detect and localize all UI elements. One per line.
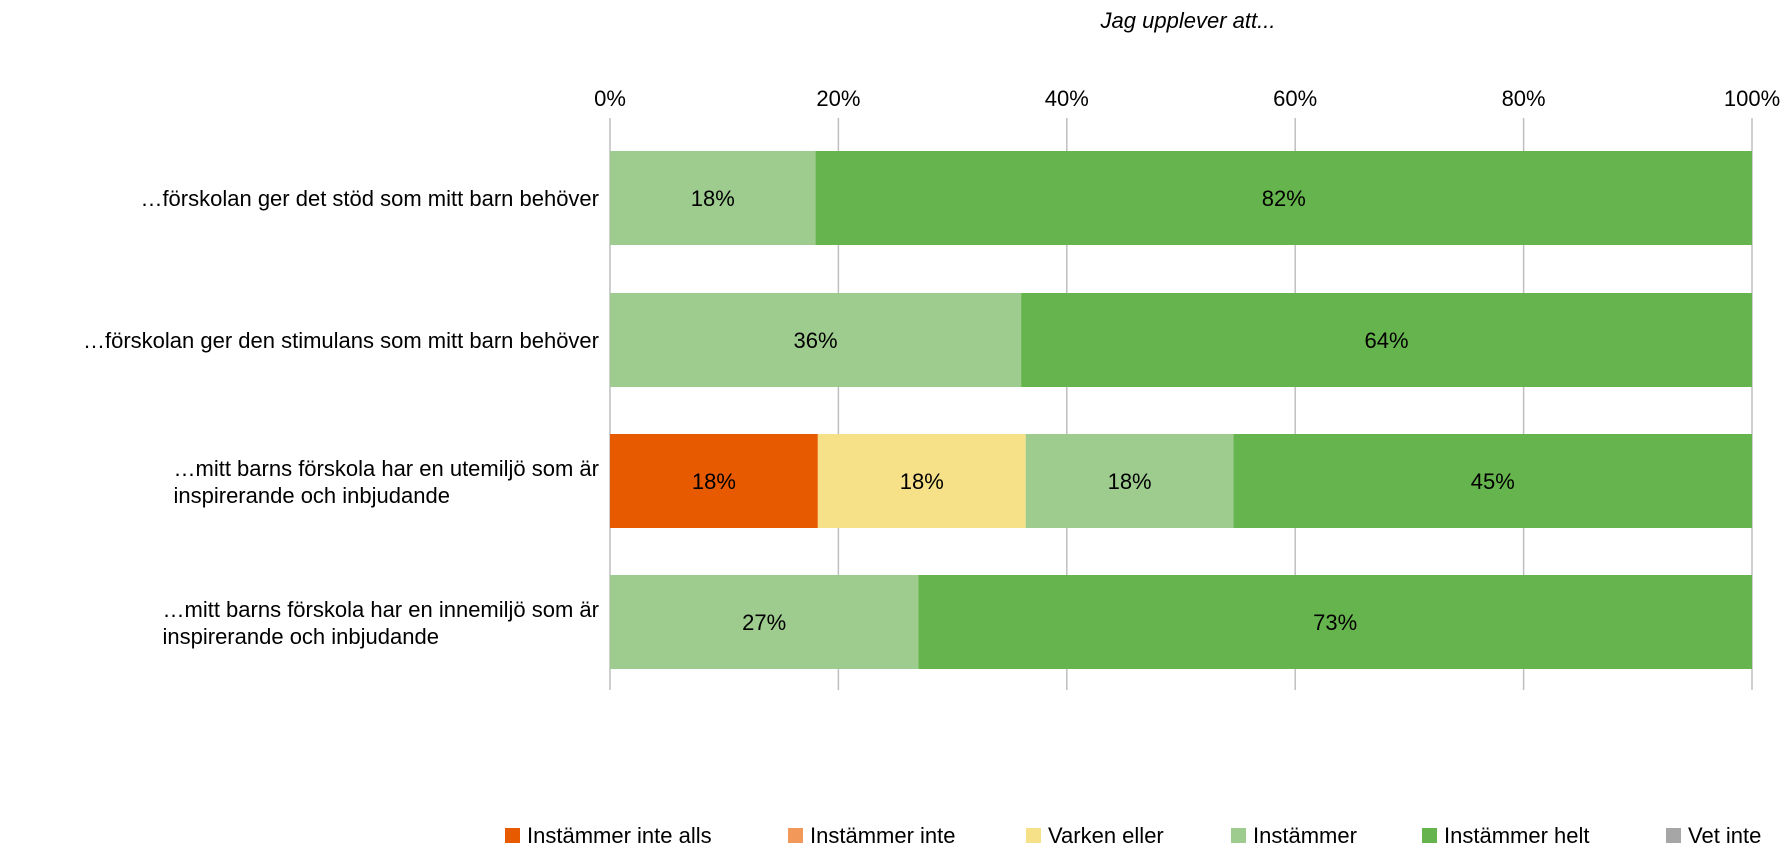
category-label: …mitt barns förskola har en utemiljö som… [174, 456, 600, 508]
legend-swatch [1026, 828, 1041, 843]
bar-segment [610, 575, 919, 669]
chart-title: Jag upplever att... [1100, 8, 1276, 33]
bar-segment [1233, 434, 1752, 528]
data-label: 73% [1313, 610, 1357, 635]
x-tick-labels: 0% 20% 40% 60% 80% 100% [594, 86, 1780, 111]
bars: 18% 82% 36% 64% 18% 18% 18% 45% 27% 73% [610, 151, 1752, 669]
x-tick-label: 40% [1045, 86, 1089, 111]
legend-label: Vet inte [1688, 823, 1761, 847]
x-tick-label: 80% [1502, 86, 1546, 111]
category-labels: …förskolan ger det stöd som mitt barn be… [83, 186, 599, 649]
legend-swatch [1422, 828, 1437, 843]
legend-swatch [1231, 828, 1246, 843]
data-label: 18% [1108, 469, 1152, 494]
bar-segment [610, 293, 1022, 387]
category-label-line: …mitt barns förskola har en innemiljö so… [163, 597, 600, 622]
category-label-line: inspirerande och inbjudande [163, 624, 439, 649]
bar-segment [610, 151, 816, 245]
legend-label: Instämmer helt [1444, 823, 1590, 847]
data-label: 27% [742, 610, 786, 635]
legend-label: Instämmer [1253, 823, 1357, 847]
x-tick-label: 20% [816, 86, 860, 111]
category-label-line: inspirerande och inbjudande [174, 483, 450, 508]
data-label: 36% [794, 328, 838, 353]
bar-segment [815, 151, 1752, 245]
category-label-line: …mitt barns förskola har en utemiljö som… [174, 456, 600, 481]
data-label: 64% [1365, 328, 1409, 353]
bar-segment [918, 575, 1752, 669]
bar-segment [1025, 434, 1234, 528]
data-label: 82% [1262, 186, 1306, 211]
data-label: 18% [692, 469, 736, 494]
bar-segment [610, 434, 818, 528]
legend-label: Instämmer inte alls [527, 823, 712, 847]
legend-swatch [505, 828, 520, 843]
x-tick-label: 0% [594, 86, 626, 111]
category-label: …förskolan ger den stimulans som mitt ba… [83, 328, 599, 353]
category-label: …förskolan ger det stöd som mitt barn be… [140, 186, 599, 211]
legend-label: Instämmer inte [810, 823, 956, 847]
data-label: 18% [691, 186, 735, 211]
data-label: 18% [900, 469, 944, 494]
x-tick-label: 60% [1273, 86, 1317, 111]
legend-swatch [788, 828, 803, 843]
x-tick-label: 100% [1724, 86, 1780, 111]
legend-label: Varken eller [1048, 823, 1164, 847]
legend: Instämmer inte alls Instämmer inte Varken … [505, 823, 1761, 847]
data-label: 45% [1471, 469, 1515, 494]
bar-segment [817, 434, 1026, 528]
bar-segment [1021, 293, 1752, 387]
legend-swatch [1666, 828, 1681, 843]
category-label: …mitt barns förskola har en innemiljö so… [163, 597, 600, 649]
